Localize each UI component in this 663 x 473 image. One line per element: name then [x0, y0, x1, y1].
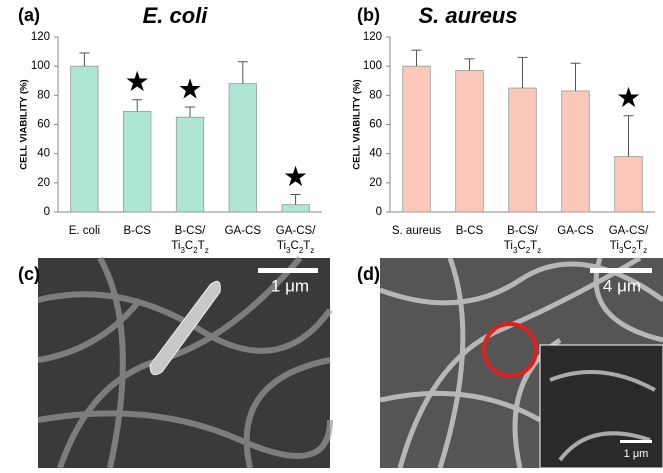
x-tick-label: B-CS/Ti3C2Tz [171, 225, 208, 255]
y-tick-label: 40 [37, 148, 50, 160]
chart-title: S. aureus [418, 3, 517, 28]
y-tick-label: 40 [369, 148, 382, 160]
x-tick-label: B-CS/Ti3C2Tz [504, 225, 541, 255]
inset-scale-label: 1 μm [624, 448, 649, 460]
y-tick-label: 60 [369, 119, 382, 131]
x-tick-label: GA-CS/Ti3C2Tz [609, 225, 649, 255]
x-tick-label: GA-CS [557, 225, 594, 237]
x-tick-label: E. coli [69, 225, 100, 237]
bar [614, 156, 643, 213]
x-tick-label: S. aureus [392, 225, 441, 237]
error-bar [411, 49, 422, 67]
sem-image-d [379, 255, 663, 469]
sem-image-c [37, 256, 333, 469]
bar [123, 110, 152, 213]
y-tick-label: 0 [44, 206, 50, 218]
bar [281, 204, 310, 213]
significance-marker: ★ [125, 66, 150, 97]
y-tick-label: 60 [37, 119, 50, 131]
y-tick-label: 0 [376, 206, 382, 218]
scale-label: 1 μm [271, 276, 309, 295]
error-bar [237, 61, 248, 84]
error-bar [517, 56, 528, 89]
y-axis-label: CELL VIABILITY (%) [352, 79, 363, 169]
bar [175, 116, 205, 213]
scale-label: 4 μm [603, 276, 641, 295]
bar [455, 70, 484, 213]
x-tick-label: B-CS [456, 225, 484, 237]
chart-title: E. coli [143, 3, 209, 28]
error-bar [132, 99, 143, 112]
y-tick-label: 100 [31, 60, 50, 72]
y-tick-label: 80 [37, 89, 50, 101]
error-bar [464, 58, 475, 71]
y-tick-label: 20 [369, 177, 382, 189]
panel-label: (c) [18, 264, 40, 284]
panel-label: (b) [357, 5, 380, 25]
bar [228, 83, 257, 213]
y-tick-label: 120 [31, 31, 50, 43]
error-bar [79, 52, 90, 67]
panel-label: (a) [18, 5, 40, 25]
error-bar [570, 62, 581, 91]
significance-marker: ★ [177, 73, 202, 104]
x-tick-label: GA-CS/Ti3C2Tz [276, 225, 316, 255]
y-tick-label: 20 [37, 177, 50, 189]
y-tick-label: 120 [363, 31, 382, 43]
bar [508, 87, 537, 213]
bar [561, 90, 590, 213]
bar [70, 65, 99, 213]
panel-label: (d) [357, 264, 380, 284]
error-bar [185, 106, 195, 118]
y-tick-label: 100 [363, 60, 382, 72]
x-tick-label: GA-CS [225, 225, 262, 237]
x-tick-label: B-CS [123, 225, 151, 237]
bar [402, 65, 431, 213]
significance-marker: ★ [283, 161, 308, 192]
error-bar [623, 115, 634, 157]
error-bar [290, 194, 301, 205]
y-tick-label: 80 [369, 89, 382, 101]
y-axis-label: CELL VIABILITY (%) [19, 79, 30, 169]
significance-marker: ★ [616, 82, 641, 113]
